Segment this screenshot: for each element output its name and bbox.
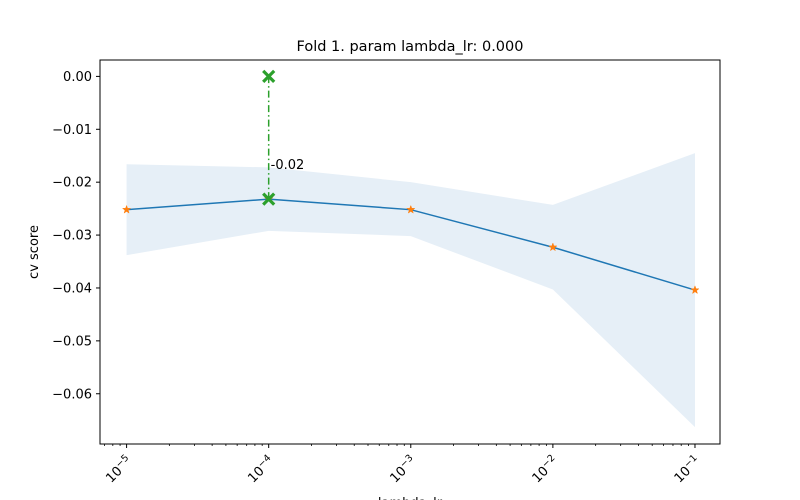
best-score-layer: -0.02 — [262, 69, 305, 206]
plot-frame — [99, 59, 721, 445]
y-tick-label: −0.02 — [52, 176, 92, 191]
y-tick-label: −0.06 — [52, 387, 92, 402]
y-tick-label: −0.03 — [52, 229, 92, 244]
best-score-top-marker — [262, 69, 276, 84]
confidence-band-layer — [126, 153, 695, 428]
y-tick-label: −0.01 — [52, 123, 92, 138]
y-axis-label: cv score — [27, 225, 42, 279]
y-tick-label: 0.00 — [63, 70, 92, 85]
y-tick-label: −0.04 — [52, 281, 92, 296]
y-axis: 0.00 −0.01 −0.02 −0.03 −0.04 −0.05 −0.06 — [52, 70, 100, 402]
data-point-marker — [121, 204, 132, 214]
data-point-marker — [548, 242, 558, 252]
x-axis-label: lambda_lr — [378, 496, 443, 500]
confidence-band — [126, 153, 695, 428]
x-tick-label: 10−5 — [102, 453, 136, 487]
x-tick-label: 10−2 — [528, 453, 562, 487]
x-tick-label: 10−3 — [386, 453, 420, 487]
x-tick-label: 10−1 — [670, 453, 704, 487]
best-score-marker — [262, 192, 276, 206]
x-tick-label: 10−4 — [244, 453, 278, 487]
data-point-marker — [690, 285, 700, 295]
chart-title: Fold 1. param lambda_lr: 0.000 — [297, 39, 524, 55]
data-point-marker — [406, 204, 416, 214]
y-tick-label: −0.05 — [52, 334, 92, 349]
best-score-annotation: -0.02 — [271, 158, 305, 173]
x-axis: 10−5 10−4 10−3 10−2 10−1 — [102, 444, 704, 487]
